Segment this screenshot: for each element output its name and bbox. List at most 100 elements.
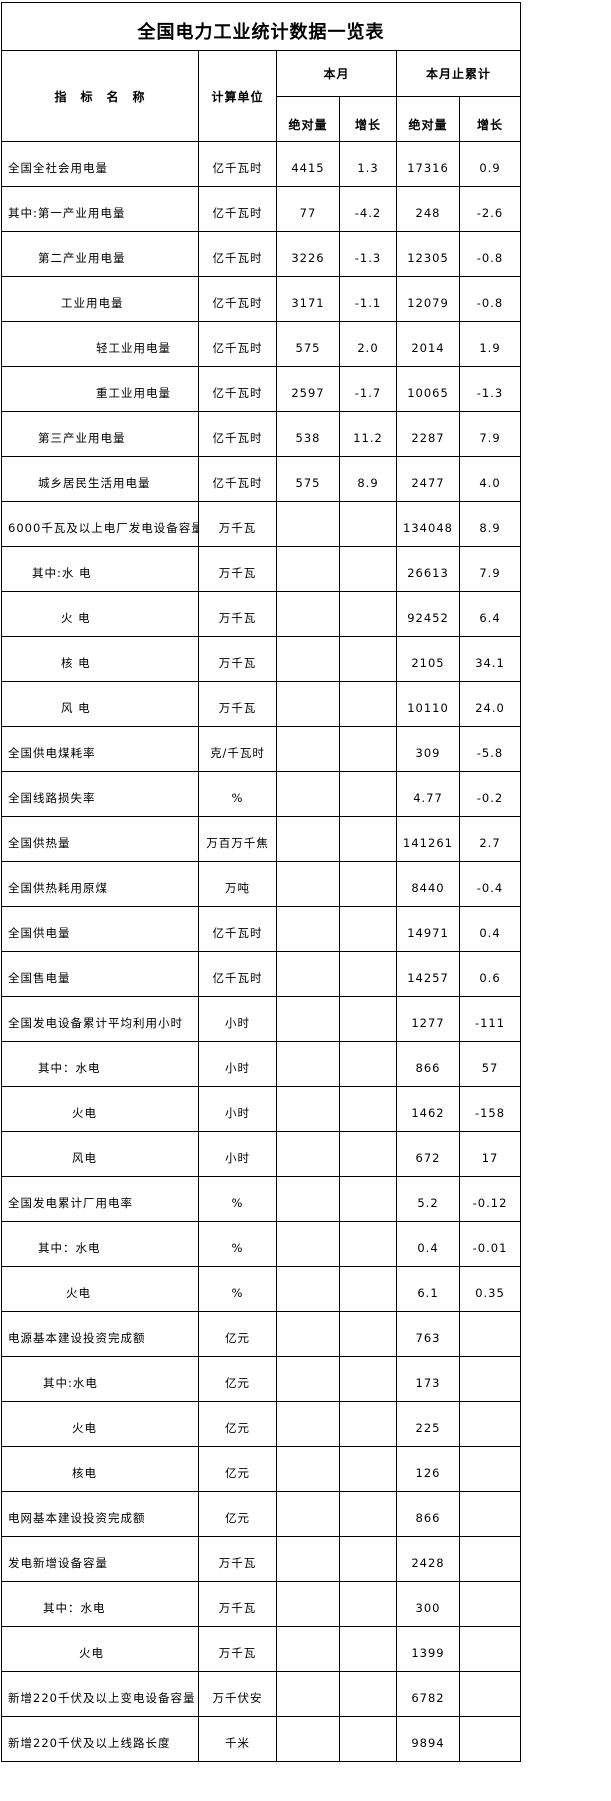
- cumulative-absolute: 2428: [396, 1536, 460, 1582]
- electricity-statistics-table: 全国电力工业统计数据一览表 指 标 名 称 计算单位 本月 本月止累计 绝对量 …: [0, 2, 522, 1762]
- row-unit: 亿元: [198, 1311, 277, 1357]
- row-unit: 亿元: [198, 1446, 277, 1492]
- cumulative-absolute: 9894: [396, 1716, 460, 1762]
- row-unit: %: [198, 1221, 277, 1267]
- row-unit: 千米: [198, 1716, 277, 1762]
- table-row: 全国发电设备累计平均利用小时 小时 1277 -111: [1, 996, 522, 1042]
- cumulative-growth: 1.9: [458, 321, 522, 367]
- row-unit: 万千瓦: [198, 1536, 277, 1582]
- row-name: 工业用电量: [1, 276, 199, 322]
- month-growth: [339, 861, 397, 907]
- month-growth: [339, 1311, 397, 1357]
- cumulative-absolute: 26613: [396, 546, 460, 592]
- cumulative-growth: [458, 1536, 522, 1582]
- row-name: 全国供电煤耗率: [1, 726, 199, 772]
- row-name: 新增220千伏及以上线路长度: [1, 1716, 199, 1762]
- table-row: 6000千瓦及以上电厂发电设备容量 万千瓦 134048 8.9: [1, 501, 522, 547]
- cumulative-growth: 0.35: [458, 1266, 522, 1312]
- cumulative-growth: [458, 1716, 522, 1762]
- table-row: 风电 小时 672 17: [1, 1131, 522, 1177]
- cumulative-absolute: 2105: [396, 636, 460, 682]
- cumulative-absolute: 6.1: [396, 1266, 460, 1312]
- cumulative-growth: [458, 1491, 522, 1537]
- cumulative-growth: 57: [458, 1041, 522, 1087]
- row-unit: 万千瓦: [198, 636, 277, 682]
- cumulative-absolute: 763: [396, 1311, 460, 1357]
- month-absolute: [276, 1446, 340, 1492]
- month-growth: [339, 1041, 397, 1087]
- cumulative-growth: [458, 1401, 522, 1447]
- month-absolute: [276, 1401, 340, 1447]
- cumulative-absolute: 866: [396, 1491, 460, 1537]
- row-unit: %: [198, 1176, 277, 1222]
- row-unit: 万百万千焦: [198, 816, 277, 862]
- month-growth: 1.3: [339, 141, 397, 187]
- table-row: 全国发电累计厂用电率% 5.2 -0.12: [1, 1176, 522, 1222]
- row-unit: 亿千瓦时: [198, 321, 277, 367]
- header-cumulative: 本月止累计: [395, 50, 522, 97]
- table-row: 全国供电煤耗率 克/千瓦时 309 -5.8: [1, 726, 522, 772]
- month-absolute: [276, 816, 340, 862]
- table-row: 发电新增设备容量 万千瓦 2428: [1, 1536, 522, 1582]
- month-absolute: 2597: [276, 366, 340, 412]
- row-name: 全国发电设备累计平均利用小时: [1, 996, 199, 1042]
- row-unit: 万千瓦: [198, 591, 277, 637]
- row-unit: 亿元: [198, 1356, 277, 1402]
- cumulative-growth: 8.9: [458, 501, 522, 547]
- cumulative-growth: -0.4: [458, 861, 522, 907]
- table-row: 工业用电量 亿千瓦时 3171 -1.1 12079 -0.8: [1, 276, 522, 322]
- row-name: 6000千瓦及以上电厂发电设备容量: [1, 501, 199, 547]
- table-row: 重工业用电量 亿千瓦时 2597 -1.7 10065 -1.3: [1, 366, 522, 412]
- row-unit: 万吨: [198, 861, 277, 907]
- cumulative-growth: -158: [458, 1086, 522, 1132]
- month-growth: [339, 1266, 397, 1312]
- row-unit: 亿千瓦时: [198, 231, 277, 277]
- month-growth: [339, 951, 397, 997]
- cumulative-growth: [458, 1626, 522, 1672]
- cumulative-absolute: 2014: [396, 321, 460, 367]
- row-name: 其中:第一产业用电量: [1, 186, 199, 232]
- month-growth: [339, 1401, 397, 1447]
- cumulative-growth: 34.1: [458, 636, 522, 682]
- month-growth: 8.9: [339, 456, 397, 502]
- cumulative-absolute: 10065: [396, 366, 460, 412]
- header-cumulative-growth: 增长: [458, 96, 522, 142]
- table-row: 其中：水电 小时 866 57: [1, 1041, 522, 1087]
- month-growth: [339, 1221, 397, 1267]
- table-row: 全国供电量 亿千瓦时 14971 0.4: [1, 906, 522, 952]
- cumulative-absolute: 12305: [396, 231, 460, 277]
- month-absolute: 77: [276, 186, 340, 232]
- row-unit: 亿千瓦时: [198, 141, 277, 187]
- row-name: 电源基本建设投资完成额: [1, 1311, 199, 1357]
- month-absolute: 4415: [276, 141, 340, 187]
- cumulative-absolute: 12079: [396, 276, 460, 322]
- table-row: 全国线路损失率% 4.77 -0.2: [1, 771, 522, 817]
- month-absolute: [276, 681, 340, 727]
- month-absolute: [276, 771, 340, 817]
- row-unit: 亿千瓦时: [198, 951, 277, 997]
- table-row: 火电% 6.1 0.35: [1, 1266, 522, 1312]
- table-row: 电源基本建设投资完成额 亿元 763: [1, 1311, 522, 1357]
- cumulative-growth: 24.0: [458, 681, 522, 727]
- month-growth: -1.1: [339, 276, 397, 322]
- month-growth: [339, 636, 397, 682]
- row-unit: 万千瓦: [198, 546, 277, 592]
- table-row: 轻工业用电量 亿千瓦时 575 2.0 2014 1.9: [1, 321, 522, 367]
- month-absolute: [276, 951, 340, 997]
- cumulative-absolute: 2477: [396, 456, 460, 502]
- row-unit: 万千瓦: [198, 1581, 277, 1627]
- month-absolute: 538: [276, 411, 340, 457]
- month-absolute: [276, 906, 340, 952]
- table-row: 新增220千伏及以上变电设备容量 万千伏安 6782: [1, 1671, 522, 1717]
- month-absolute: [276, 1356, 340, 1402]
- row-unit: 小时: [198, 1041, 277, 1087]
- row-name: 火电: [1, 1626, 199, 1672]
- month-growth: [339, 1356, 397, 1402]
- row-name: 核电: [1, 1446, 199, 1492]
- table-row: 城乡居民生活用电量 亿千瓦时 575 8.9 2477 4.0: [1, 456, 522, 502]
- row-name: 电网基本建设投资完成额: [1, 1491, 199, 1537]
- cumulative-growth: -0.8: [458, 276, 522, 322]
- month-growth: [339, 816, 397, 862]
- table-row: 其中：水电% 0.4 -0.01: [1, 1221, 522, 1267]
- cumulative-growth: 2.7: [458, 816, 522, 862]
